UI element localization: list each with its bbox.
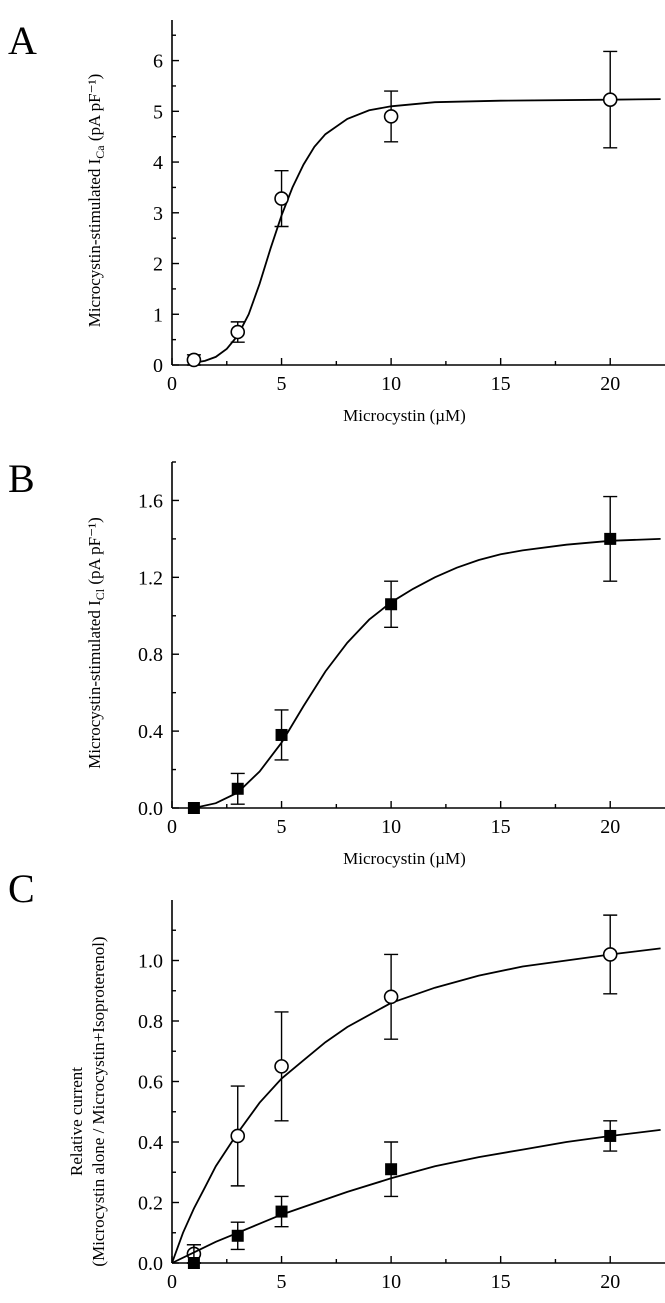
data-point-filled-square	[231, 1229, 244, 1242]
y-tick-label: 0.2	[138, 1193, 163, 1215]
y-tick-label: 1.0	[138, 951, 163, 973]
y-tick-label: 0.0	[138, 1253, 163, 1275]
panel-letter: C	[8, 866, 35, 911]
y-tick-label: 0.6	[138, 1072, 163, 1094]
data-point-open-circle	[383, 109, 399, 124]
x-tick-label: 10	[381, 816, 401, 838]
fit-curve	[171, 1129, 661, 1264]
data-point-filled-square	[604, 532, 617, 545]
x-tick-label: 10	[381, 1271, 401, 1293]
data-point-open-circle	[230, 1128, 246, 1144]
x-tick-label: 10	[381, 373, 401, 395]
data-point-filled-square	[231, 782, 244, 795]
x-tick-label: 15	[491, 373, 511, 395]
data-point-open-circle	[602, 92, 618, 107]
data-point-open-circle	[230, 324, 246, 340]
x-tick-label: 5	[277, 816, 287, 838]
data-point-open-circle	[383, 989, 399, 1005]
x-tick-label: 15	[491, 816, 511, 838]
fit-curve	[171, 947, 661, 1264]
data-point-open-circle	[602, 947, 618, 962]
x-axis-title: Microcystin (µM)	[343, 849, 466, 868]
data-point-filled-square	[187, 802, 200, 814]
x-tick-label: 20	[600, 373, 620, 395]
data-point-filled-square	[275, 728, 288, 741]
x-tick-label: 0	[167, 816, 177, 838]
data-point-filled-square	[604, 1129, 617, 1142]
data-point-filled-square	[385, 598, 398, 611]
x-tick-label: 20	[600, 1271, 620, 1293]
y-axis-title: Microcystin-stimulated ICa (pA pF⁻¹)	[85, 74, 107, 328]
y-axis-title-line2: (Microcystin alone / Microcystin+Isoprot…	[89, 936, 108, 1266]
x-tick-label: 5	[277, 1271, 287, 1293]
y-tick-label: 0.8	[138, 1011, 163, 1033]
y-tick-label: 1.2	[138, 567, 163, 589]
panel-a: A 0 5 10 15 20 0 1 2 3 4 5 6 Microcystin (µM) Microcys…	[8, 18, 665, 425]
data-point-open-circle	[274, 1059, 289, 1074]
panel-b: B 0 5 10 15 20 0.0 0.4 0.8 1.2 1.6 Microcystin (µM)…	[8, 456, 665, 868]
panel-letter: A	[8, 18, 37, 63]
x-tick-label: 0	[167, 373, 177, 395]
data-point-open-circle	[274, 191, 289, 206]
panel-letter: B	[8, 456, 35, 501]
x-tick-label: 5	[277, 373, 287, 395]
y-tick-label: 0.8	[138, 644, 163, 666]
y-tick-label: 5	[153, 101, 163, 123]
data-point-filled-square	[275, 1205, 288, 1218]
y-tick-label: 0.0	[138, 798, 163, 820]
y-tick-label: 1.6	[138, 490, 163, 512]
y-axis-title-line1: Relative current	[67, 1067, 86, 1176]
x-tick-label: 0	[167, 1271, 177, 1293]
data-point-filled-square	[187, 1257, 200, 1269]
y-tick-label: 2	[153, 254, 163, 276]
x-axis-title: Microcystin (µM)	[343, 406, 466, 425]
y-tick-label: 6	[153, 51, 163, 73]
fit-curve	[193, 538, 661, 809]
y-tick-label: 0.4	[138, 721, 163, 743]
fit-curve	[189, 98, 661, 365]
y-tick-label: 3	[153, 203, 163, 225]
y-tick-label: 0.4	[138, 1132, 163, 1154]
y-tick-label: 1	[153, 304, 163, 326]
x-tick-label: 20	[600, 816, 620, 838]
data-point-open-circle	[186, 352, 202, 368]
y-tick-label: 4	[153, 152, 163, 174]
y-axis-title: Microcystin-stimulated ICl (pA pF⁻¹)	[85, 517, 107, 769]
x-tick-label: 15	[491, 1271, 511, 1293]
y-tick-label: 0	[153, 355, 163, 377]
data-point-filled-square	[385, 1163, 398, 1176]
